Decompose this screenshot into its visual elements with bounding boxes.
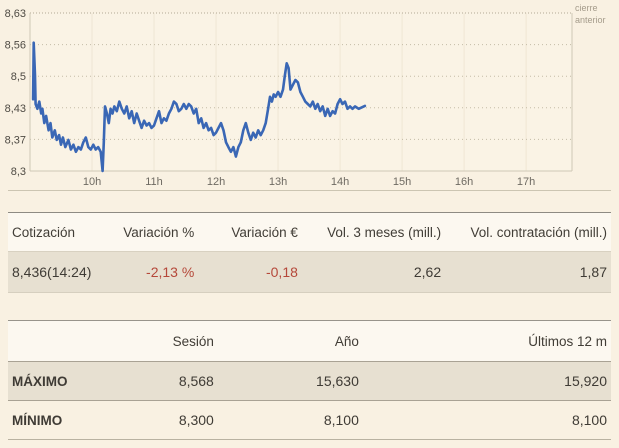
header-ano: Año xyxy=(217,320,363,362)
minimo-ano: 8,100 xyxy=(217,400,363,440)
header-empty xyxy=(8,320,131,362)
y-axis-tick-label: 8,3 xyxy=(11,166,26,178)
x-axis-tick-label: 12h xyxy=(207,176,225,188)
maximo-ano: 15,630 xyxy=(217,361,363,401)
header-sesion: Sesión xyxy=(130,320,218,362)
minimo-sesion: 8,300 xyxy=(130,400,218,440)
x-axis-tick-label: 10h xyxy=(83,176,101,188)
intraday-price-chart: 8,63 8,56 8,5 8,43 8,37 8,3 10h 11h 12h 13h 14h 15h… xyxy=(0,0,619,190)
range-table: Sesión Año Últimos 12 m MÁXIMO 8,568 15,… xyxy=(8,320,611,440)
x-axis-tick-label: 11h xyxy=(145,176,163,188)
header-cotizacion: Cotización xyxy=(8,212,112,252)
y-axis-tick-label: 8,43 xyxy=(5,103,26,115)
value-cotizacion: 8,436(14:24) xyxy=(8,251,112,293)
x-axis-tick-label: 15h xyxy=(393,176,411,188)
maximo-row: MÁXIMO 8,568 15,630 15,920 xyxy=(8,361,611,401)
header-ultimos-12m: Últimos 12 m xyxy=(362,320,611,362)
value-variacion-eur: -0,18 xyxy=(198,251,302,293)
value-variacion-pct: -2,13 % xyxy=(111,251,199,293)
header-variacion-pct: Variación % xyxy=(111,212,199,252)
value-vol-3-meses: 2,62 xyxy=(301,251,446,293)
value-vol-contratacion: 1,87 xyxy=(445,251,611,293)
y-axis-tick-label: 8,37 xyxy=(5,134,26,146)
y-axis-tick-label: 8,56 xyxy=(5,40,26,52)
y-axis-tick-label: 8,63 xyxy=(5,8,26,20)
section-divider xyxy=(8,190,611,191)
x-axis-tick-label: 17h xyxy=(517,176,535,188)
previous-close-label: cierre anterior xyxy=(575,3,606,25)
x-axis-tick-label: 16h xyxy=(455,176,473,188)
maximo-ultimos-12m: 15,920 xyxy=(362,361,611,401)
minimo-ultimos-12m: 8,100 xyxy=(362,400,611,440)
price-line xyxy=(31,41,367,173)
header-variacion-eur: Variación € xyxy=(198,212,302,252)
x-axis-tick-label: 13h xyxy=(269,176,287,188)
maximo-sesion: 8,568 xyxy=(130,361,218,401)
y-axis-tick-label: 8,5 xyxy=(11,71,26,83)
minimo-label: MÍNIMO xyxy=(8,400,131,440)
x-axis-tick-label: 14h xyxy=(331,176,349,188)
quote-table-value-row: 8,436(14:24) -2,13 % -0,18 2,62 1,87 xyxy=(8,251,611,293)
quote-table: Cotización Variación % Variación € Vol. … xyxy=(8,212,611,293)
header-vol-3-meses: Vol. 3 meses (mill.) xyxy=(301,212,446,252)
quote-table-header-row: Cotización Variación % Variación € Vol. … xyxy=(8,212,611,252)
minimo-row: MÍNIMO 8,300 8,100 8,100 xyxy=(8,400,611,440)
maximo-label: MÁXIMO xyxy=(8,361,131,401)
range-table-header-row: Sesión Año Últimos 12 m xyxy=(8,320,611,362)
header-vol-contratacion: Vol. contratación (mill.) xyxy=(445,212,611,252)
